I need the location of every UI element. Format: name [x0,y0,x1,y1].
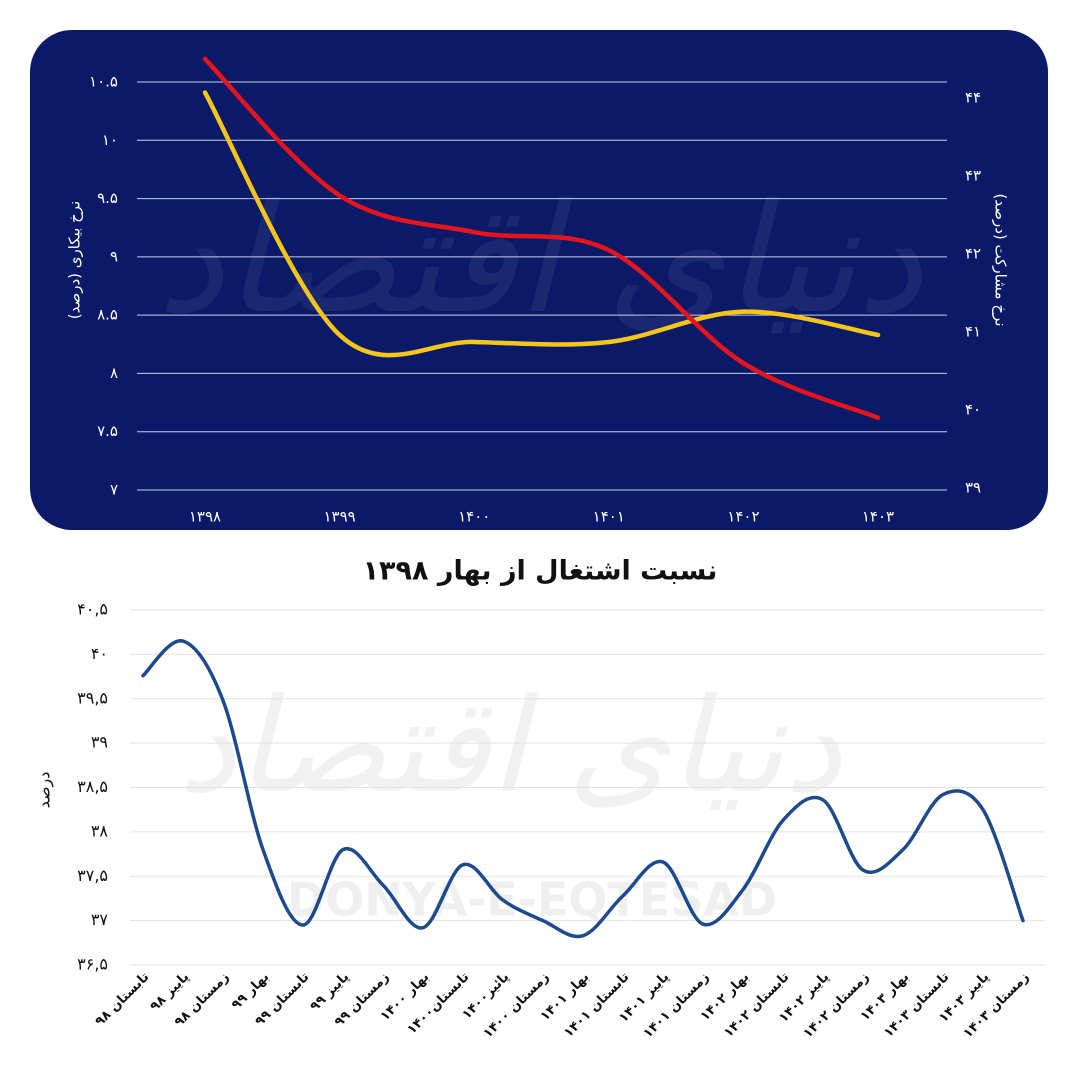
y-tick-label: ۹.۵ [97,189,118,207]
x-tick-label: ۱۴۰۲ [727,508,759,526]
y2-tick-label: ۳۹ [965,479,981,497]
y2-axis-label: نرخ مشارکت (درصد) [992,193,1010,326]
x-tick-label: تابستان ۹۸ [93,970,153,1030]
y-tick-label: ۴۰,۵ [77,600,108,619]
x-tick-label: ۱۳۹۹ [323,508,355,526]
y2-tick-label: ۴۳ [965,167,981,185]
y2-tick-label: ۴۲ [965,245,981,263]
x-tick-label: ۱۴۰۱ [593,508,625,526]
x-tick-label: ۱۴۰۰ [458,508,490,526]
chart-panel [30,30,1048,530]
chart-title: نسبت اشتغال از بهار ۱۳۹۸ [363,556,718,587]
y-tick-label: ۱۰.۵ [89,73,118,91]
y-axis-label: نرخ بیکاری (درصد) [66,201,84,319]
y-tick-label: ۷ [110,481,118,499]
data-line [202,90,881,358]
y-tick-label: ۳۹ [91,733,108,752]
watermark: DONYA-E-EQTESAD [287,873,777,927]
watermark: دنیای اقتصاد [178,670,843,822]
data-line [202,56,881,421]
y2-tick-label: ۴۱ [965,323,981,341]
y-tick-label: ۳۶,۵ [77,955,108,974]
data-line [141,639,1025,939]
y-tick-label: ۳۹,۵ [77,688,108,707]
y-tick-label: ۹ [110,247,118,265]
y-axis-label: درصد [35,772,55,809]
y-tick-label: ۸.۵ [97,306,118,324]
y-tick-label: ۳۷,۵ [77,866,108,885]
x-tick-label: ۱۴۰۳ [862,508,894,526]
y2-tick-label: ۴۴ [965,89,981,107]
y-tick-label: ۳۸ [91,821,109,840]
y-tick-label: ۳۷ [91,910,109,929]
y-tick-label: ۷.۵ [97,422,118,440]
y2-tick-label: ۴۰ [965,401,981,419]
x-tick-label: ۱۳۹۸ [189,508,221,526]
y-tick-label: ۴۰ [91,644,108,663]
y-tick-label: ۱۰ [102,131,118,149]
y-tick-label: ۸ [110,364,118,382]
y-tick-label: ۳۸,۵ [77,777,108,796]
